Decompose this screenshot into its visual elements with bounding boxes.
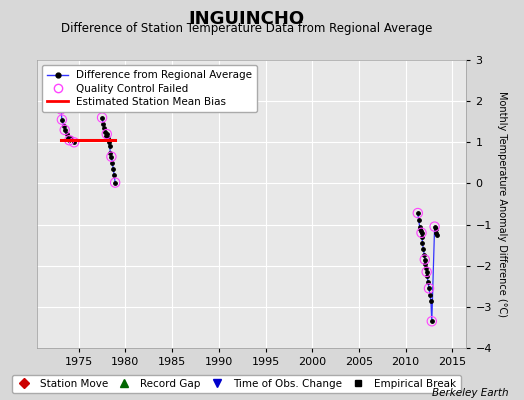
Point <box>111 180 119 186</box>
Point <box>58 116 66 123</box>
Point <box>417 230 425 236</box>
Point <box>431 226 440 232</box>
Point <box>103 131 111 137</box>
Point <box>100 125 108 131</box>
Point <box>99 120 107 127</box>
Point <box>110 172 118 178</box>
Point <box>430 224 439 230</box>
Point <box>420 252 429 259</box>
Point <box>107 154 116 160</box>
Point <box>70 139 78 146</box>
Point <box>421 256 429 263</box>
Point <box>418 234 426 240</box>
Point <box>425 285 433 292</box>
Point <box>421 256 429 263</box>
Point <box>104 139 113 146</box>
Point <box>423 273 431 279</box>
Point <box>60 123 68 129</box>
Point <box>63 135 72 141</box>
Point <box>421 260 430 267</box>
Point <box>417 230 425 236</box>
Point <box>57 106 65 112</box>
Text: INGUINCHO: INGUINCHO <box>188 10 304 28</box>
Point <box>106 149 115 156</box>
Point <box>98 114 106 121</box>
Point <box>65 137 73 144</box>
Legend: Station Move, Record Gap, Time of Obs. Change, Empirical Break: Station Move, Record Gap, Time of Obs. C… <box>12 375 461 393</box>
Point <box>413 210 422 216</box>
Point <box>427 298 435 304</box>
Point <box>102 133 110 139</box>
Point <box>428 318 436 324</box>
Point <box>111 180 119 186</box>
Point <box>419 246 428 252</box>
Point <box>418 240 427 246</box>
Point <box>109 166 117 172</box>
Point <box>413 210 422 216</box>
Point <box>433 232 442 238</box>
Point <box>101 129 109 135</box>
Y-axis label: Monthly Temperature Anomaly Difference (°C): Monthly Temperature Anomaly Difference (… <box>497 91 507 317</box>
Point <box>425 285 433 292</box>
Point <box>414 217 423 224</box>
Point <box>57 106 65 112</box>
Point <box>425 291 434 298</box>
Point <box>422 264 430 271</box>
Text: Difference of Station Temperature Data from Regional Average: Difference of Station Temperature Data f… <box>61 22 432 35</box>
Point <box>105 143 114 150</box>
Point <box>62 131 71 137</box>
Point <box>60 127 69 133</box>
Point <box>432 230 441 236</box>
Point <box>60 127 69 133</box>
Point <box>428 318 436 324</box>
Point <box>58 116 66 123</box>
Point <box>422 269 431 275</box>
Point <box>103 135 112 141</box>
Point <box>98 114 106 121</box>
Point <box>416 224 424 230</box>
Point <box>107 154 116 160</box>
Point <box>422 269 431 275</box>
Point <box>67 135 75 141</box>
Point <box>70 139 78 146</box>
Point <box>103 131 111 137</box>
Text: Berkeley Earth: Berkeley Earth <box>432 388 508 398</box>
Point <box>65 137 73 144</box>
Point <box>430 224 439 230</box>
Point <box>424 279 432 285</box>
Point <box>108 160 116 166</box>
Point <box>416 226 424 232</box>
Point <box>417 228 425 234</box>
